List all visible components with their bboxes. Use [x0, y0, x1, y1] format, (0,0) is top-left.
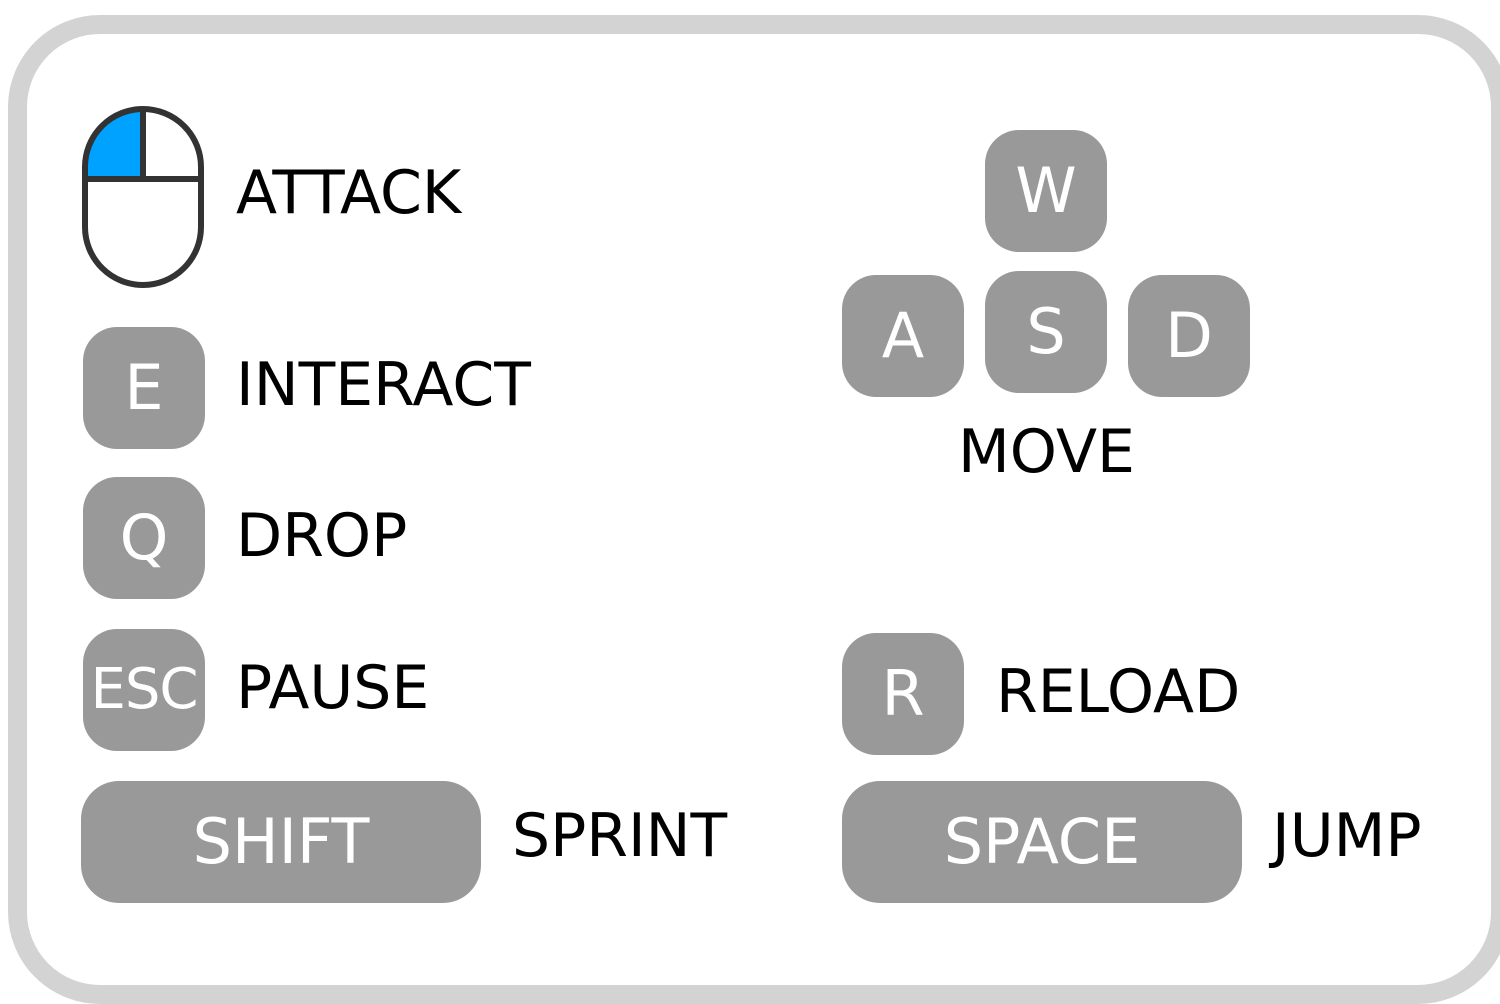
- key-e-label: E: [124, 351, 164, 424]
- key-w: W: [985, 130, 1107, 252]
- mouse-left-click-icon: [82, 106, 204, 288]
- key-w-label: W: [1015, 154, 1077, 227]
- key-shift-label: SHIFT: [192, 805, 370, 878]
- drop-label: DROP: [236, 501, 408, 571]
- key-d: D: [1128, 275, 1250, 397]
- key-r-label: R: [881, 657, 925, 730]
- key-esc-label: ESC: [90, 657, 198, 722]
- key-q: Q: [83, 477, 205, 599]
- key-r: R: [842, 633, 964, 755]
- sprint-label: SPRINT: [512, 801, 728, 871]
- key-s: S: [985, 271, 1107, 393]
- key-d-label: D: [1165, 299, 1213, 372]
- pause-label: PAUSE: [236, 653, 430, 723]
- key-space: SPACE: [842, 781, 1242, 903]
- mouse-left-button-highlight: [88, 109, 143, 179]
- key-esc: ESC: [83, 629, 205, 751]
- reload-label: RELOAD: [996, 657, 1241, 727]
- key-s-label: S: [1026, 295, 1066, 368]
- key-a-label: A: [881, 299, 925, 372]
- key-e: E: [83, 327, 205, 449]
- interact-label: INTERACT: [236, 350, 531, 420]
- key-q-label: Q: [119, 501, 169, 574]
- move-label: MOVE: [958, 417, 1135, 487]
- key-a: A: [842, 275, 964, 397]
- jump-label: JUMP: [1272, 801, 1422, 871]
- key-space-label: SPACE: [943, 805, 1141, 878]
- attack-label: ATTACK: [236, 158, 462, 228]
- key-shift: SHIFT: [81, 781, 481, 903]
